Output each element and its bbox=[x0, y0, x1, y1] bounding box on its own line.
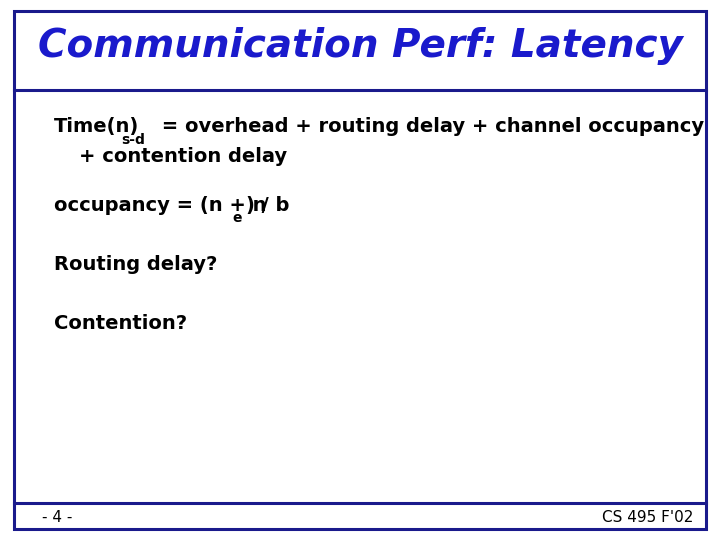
Text: Contention?: Contention? bbox=[54, 314, 187, 333]
Text: ) / b: ) / b bbox=[246, 195, 289, 214]
Text: = overhead + routing delay + channel occupancy: = overhead + routing delay + channel occ… bbox=[155, 117, 704, 136]
Text: - 4 -: - 4 - bbox=[42, 510, 73, 525]
Text: Time(n): Time(n) bbox=[54, 117, 139, 136]
Text: CS 495 F'02: CS 495 F'02 bbox=[603, 510, 693, 525]
Text: occupancy = (n + n: occupancy = (n + n bbox=[54, 195, 266, 214]
Text: Communication Perf: Latency: Communication Perf: Latency bbox=[37, 27, 683, 65]
Text: Routing delay?: Routing delay? bbox=[54, 255, 217, 274]
Text: s-d: s-d bbox=[121, 133, 145, 147]
Text: e: e bbox=[233, 212, 242, 226]
Text: + contention delay: + contention delay bbox=[79, 147, 287, 166]
